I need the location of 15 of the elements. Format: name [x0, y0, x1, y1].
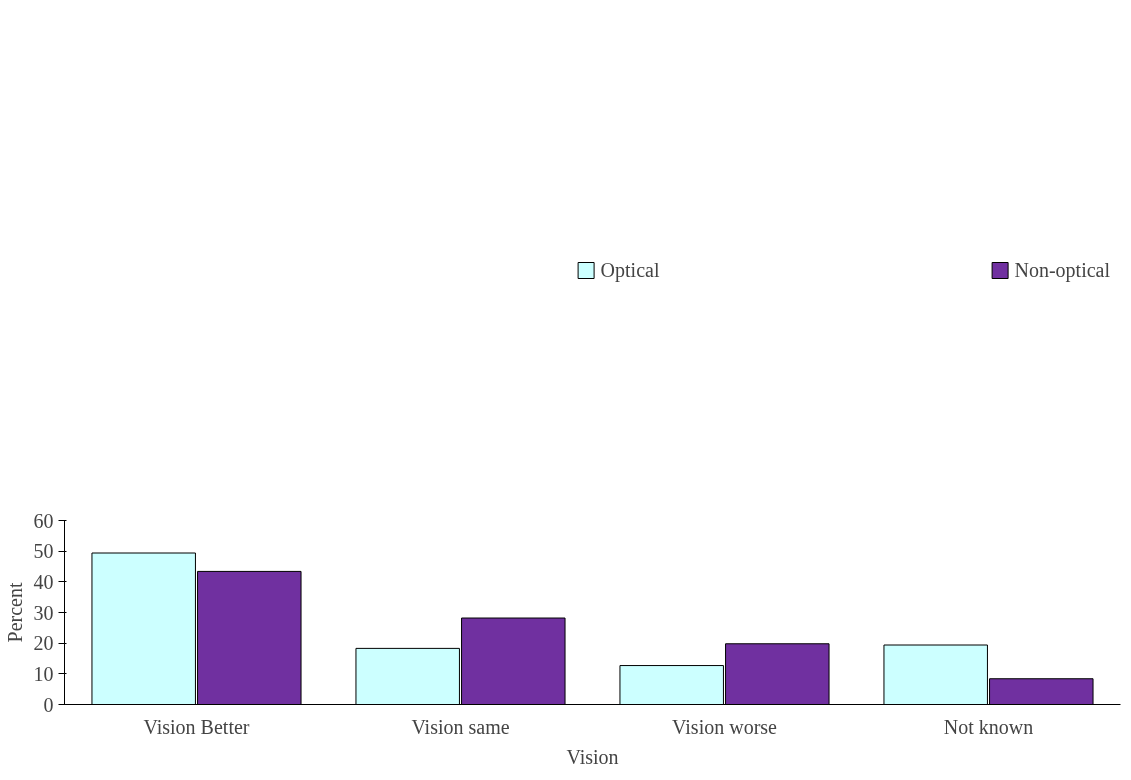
legend-label: Optical: [600, 258, 660, 282]
y-tick-label: 30: [33, 601, 54, 624]
x-axis-title: Vision: [566, 745, 619, 768]
y-tick-label: 40: [33, 570, 54, 593]
y-tick-label: 20: [33, 632, 54, 655]
x-tick-label: Not known: [943, 715, 1034, 738]
y-tick-label: 50: [33, 540, 54, 563]
legend-label: Non-optical: [1014, 258, 1110, 282]
y-tick-label: 10: [33, 662, 54, 685]
x-tick-label: Vision Better: [143, 715, 250, 738]
x-tick-label: Vision worse: [672, 715, 778, 738]
x-tick-label: Vision same: [411, 715, 510, 738]
y-tick-label: 60: [33, 509, 54, 532]
y-axis-title: Percent: [3, 582, 26, 643]
y-tick-label: 0: [43, 693, 54, 716]
